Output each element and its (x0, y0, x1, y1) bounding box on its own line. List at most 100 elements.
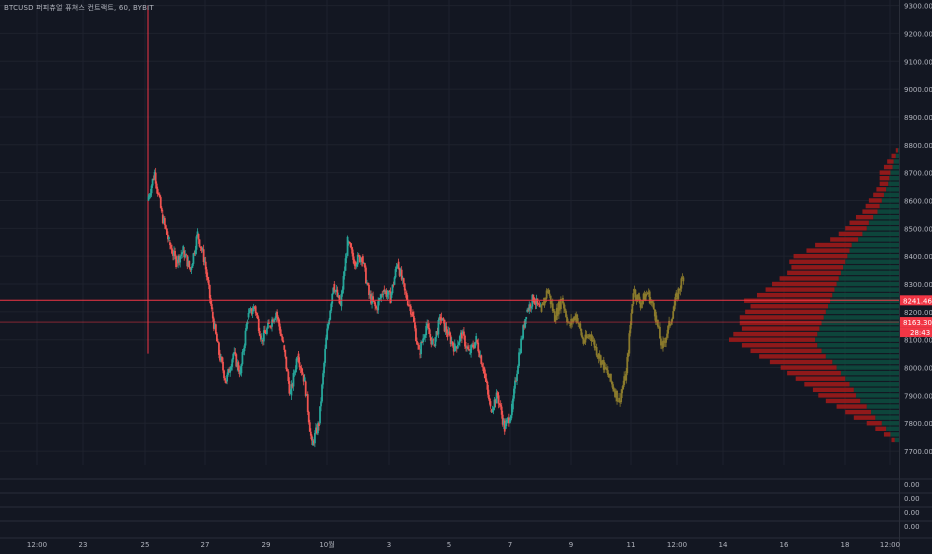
price-candle (204, 261, 207, 270)
projection-candle (641, 300, 644, 304)
time-tick-label: 7 (508, 541, 512, 549)
price-candle (332, 287, 335, 294)
price-candle (380, 294, 383, 298)
price-candle (192, 253, 195, 264)
price-candle (359, 258, 362, 262)
price-candle (393, 277, 396, 285)
price-candle (384, 290, 387, 292)
price-candle (245, 324, 248, 331)
projection-candle (555, 307, 558, 320)
time-tick-label: 16 (780, 541, 789, 549)
volume-profile-up-bar (825, 354, 899, 359)
price-candle (224, 378, 226, 381)
price-candle (152, 178, 155, 180)
volume-profile-up-bar (827, 304, 899, 309)
projection-candle (627, 353, 630, 358)
price-candle (443, 319, 446, 332)
price-candle (213, 324, 216, 329)
price-candle (246, 321, 249, 325)
price-candle (468, 349, 470, 351)
volume-profile-down-bar (769, 359, 833, 365)
price-candle (430, 337, 433, 345)
projection-candle (584, 334, 587, 343)
price-candle (364, 263, 366, 268)
price-candle (409, 306, 412, 315)
volume-profile-down-bar (812, 387, 854, 393)
projection-candle (618, 397, 620, 402)
projection-candle (612, 384, 614, 390)
price-candle (496, 392, 499, 396)
projection-candle (545, 290, 548, 299)
volume-profile-up-bar (881, 421, 899, 426)
volume-profile-up-bar (851, 242, 899, 248)
price-candle (366, 283, 368, 284)
projection-candle (593, 340, 596, 348)
price-candle (434, 337, 437, 347)
price-candle (207, 280, 210, 285)
price-candle (280, 333, 283, 337)
price-candle (338, 295, 341, 304)
volume-profile-down-bar (804, 382, 850, 387)
price-candle (283, 345, 286, 350)
projection-candle (554, 317, 557, 320)
price-candle (254, 306, 257, 314)
price-candle (218, 342, 220, 355)
projection-candle (625, 370, 628, 381)
volume-profile-up-bar (894, 437, 899, 443)
volume-profile-up-bar (840, 370, 899, 376)
projection-candle (640, 303, 643, 305)
projection-candle (607, 374, 610, 378)
projection-candle (599, 355, 602, 365)
projection-candle (662, 340, 664, 349)
projection-candle (588, 334, 591, 338)
projection-candle (670, 321, 673, 325)
price-candle (488, 397, 491, 402)
volume-profile-up-bar (832, 359, 899, 365)
price-candle (484, 373, 487, 379)
volume-profile-up-bar (847, 253, 899, 259)
price-candle (185, 254, 188, 256)
volume-profile-down-bar (791, 265, 844, 270)
volume-profile-down-bar (772, 281, 837, 287)
price-candle (343, 270, 346, 277)
price-candle (506, 417, 509, 420)
volume-profile-down-bar (739, 320, 822, 326)
projection-candle (574, 316, 577, 321)
price-candle (217, 341, 219, 343)
price-candle (210, 304, 213, 310)
price-candle (321, 384, 323, 402)
current-price-label-bg (900, 295, 932, 306)
price-candle (536, 298, 539, 304)
projection-candle (654, 311, 657, 323)
price-candle (158, 194, 161, 198)
price-candle (529, 304, 532, 309)
price-candle (223, 370, 225, 379)
price-candle (445, 326, 448, 334)
price-candle (272, 319, 274, 323)
price-candle (441, 318, 444, 321)
price-candle (267, 322, 269, 329)
projection-candle (653, 309, 656, 317)
price-candle (209, 298, 212, 305)
projection-candle (557, 301, 560, 315)
price-candle (309, 431, 312, 436)
projection-candle (667, 325, 669, 334)
price-candle (459, 332, 462, 337)
volume-profile-down-bar (787, 370, 841, 376)
price-candle (381, 294, 384, 296)
price-candle (327, 324, 330, 329)
price-candle (525, 317, 528, 320)
volume-profile-up-bar (868, 220, 899, 225)
projection-candle (603, 362, 606, 370)
volume-profile-up-bar (889, 176, 899, 181)
price-candle (356, 254, 359, 265)
projection-candle (622, 384, 625, 390)
projection-candle (542, 302, 545, 306)
price-candle (170, 245, 172, 249)
price-candle (442, 318, 445, 320)
price-candle (431, 339, 434, 345)
projection-candle (673, 305, 676, 312)
price-candle (289, 393, 292, 394)
